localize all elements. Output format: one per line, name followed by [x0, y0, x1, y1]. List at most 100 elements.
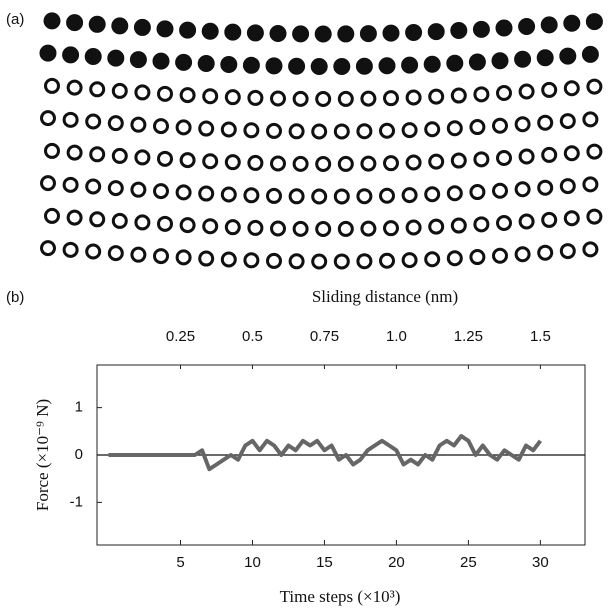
- atom-open: [107, 115, 124, 132]
- y-axis-title: Force (×10⁻⁹ N): [33, 399, 52, 511]
- top-axis-title: Sliding distance (nm): [312, 287, 458, 306]
- atom-open: [518, 213, 535, 230]
- atom-open: [66, 79, 83, 96]
- atom-open: [157, 150, 173, 167]
- atom-open: [514, 181, 531, 198]
- atom-open: [288, 253, 305, 270]
- atom-open: [559, 113, 576, 130]
- atom-open: [202, 218, 219, 235]
- atom-open: [537, 179, 554, 196]
- atom-open: [518, 148, 535, 165]
- atom-open: [337, 90, 354, 107]
- atom-filled: [179, 21, 197, 39]
- x-axis-title: Time steps (×10³): [280, 587, 401, 606]
- atom-open: [541, 146, 558, 163]
- atom-open: [450, 152, 467, 169]
- atom-open: [537, 114, 554, 131]
- atom-filled: [88, 15, 106, 33]
- atom-open: [220, 251, 237, 268]
- atom-filled: [152, 52, 170, 70]
- atom-filled: [514, 50, 532, 68]
- atom-open: [496, 84, 512, 101]
- atom-open: [563, 210, 580, 227]
- atom-filled: [563, 14, 581, 32]
- atom-open: [446, 250, 463, 267]
- atom-open: [175, 249, 192, 266]
- atom-open: [428, 218, 445, 235]
- atom-open: [401, 187, 418, 204]
- atom-open: [111, 82, 128, 99]
- atom-open: [44, 77, 60, 94]
- atom-open: [337, 220, 354, 237]
- atom-open: [450, 217, 467, 234]
- atom-filled: [446, 54, 464, 72]
- atom-open: [107, 245, 124, 262]
- atom-filled: [337, 25, 355, 43]
- atom-filled: [197, 55, 215, 73]
- atom-open: [62, 241, 79, 258]
- atom-open: [514, 116, 531, 133]
- atom-filled: [201, 22, 219, 40]
- atom-open: [243, 187, 260, 204]
- y-tick-label: -1: [70, 493, 83, 510]
- atom-filled: [355, 57, 373, 75]
- atom-open: [360, 220, 377, 237]
- atom-filled: [585, 13, 603, 31]
- atom-filled: [129, 51, 147, 69]
- atom-open: [428, 88, 445, 105]
- atom-open: [153, 118, 169, 135]
- atom-open: [85, 178, 102, 195]
- atom-open: [541, 81, 558, 98]
- atom-open: [157, 215, 173, 232]
- atom-open: [247, 154, 264, 171]
- atom-open: [356, 253, 373, 270]
- atom-open: [85, 243, 102, 260]
- atom-open: [311, 253, 328, 270]
- atom-open: [40, 175, 56, 192]
- panel-label: (a): [6, 11, 24, 28]
- atom-open: [401, 252, 418, 269]
- atom-open: [134, 214, 151, 231]
- atom-open: [424, 121, 441, 138]
- atom-filled: [468, 53, 486, 71]
- atom-filled: [107, 49, 125, 67]
- atom-open: [492, 117, 508, 134]
- atom-open: [179, 87, 196, 104]
- atom-open: [292, 220, 309, 237]
- atom-open: [492, 182, 508, 199]
- atom-open: [202, 153, 219, 170]
- atom-open: [247, 89, 264, 106]
- atom-open: [473, 86, 490, 103]
- x2-tick-label: 1.5: [530, 328, 551, 345]
- atom-filled: [133, 18, 151, 36]
- atom-open: [563, 80, 580, 97]
- atom-filled: [265, 57, 283, 75]
- atom-open: [469, 249, 486, 266]
- x-tick-label: 15: [316, 554, 333, 571]
- atom-filled: [472, 20, 490, 38]
- atom-filled: [310, 57, 328, 75]
- atom-open: [379, 122, 395, 139]
- atom-open: [220, 186, 237, 203]
- atom-open: [198, 250, 215, 267]
- atom-open: [224, 219, 241, 236]
- atom-open: [541, 211, 558, 228]
- atom-open: [469, 119, 486, 136]
- atom-open: [405, 219, 422, 236]
- atom-open: [360, 90, 377, 107]
- atom-open: [315, 220, 332, 237]
- atom-filled: [581, 45, 599, 63]
- atom-open: [514, 246, 531, 263]
- atom-open: [537, 244, 554, 261]
- atom-open: [473, 216, 490, 233]
- atom-open: [243, 252, 260, 269]
- atom-filled: [491, 52, 509, 70]
- force-line: [108, 434, 542, 472]
- atom-open: [130, 116, 147, 133]
- atom-filled: [378, 57, 396, 75]
- atom-open: [582, 111, 599, 128]
- atom-open: [40, 240, 56, 257]
- atom-open: [446, 120, 463, 137]
- atom-filled: [333, 57, 351, 75]
